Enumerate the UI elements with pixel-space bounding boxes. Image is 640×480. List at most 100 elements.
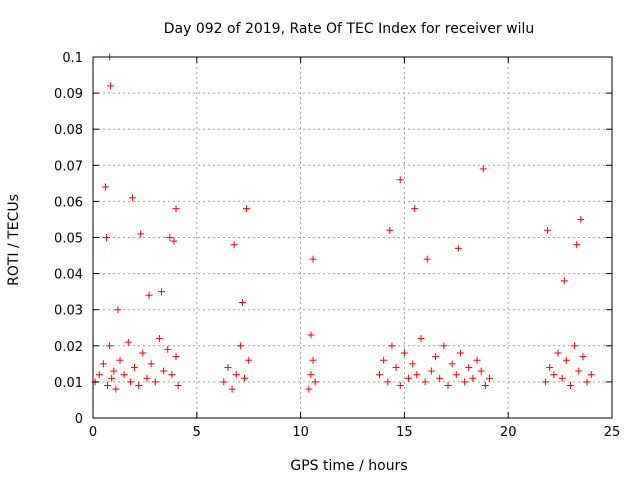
data-point bbox=[114, 306, 122, 314]
data-point bbox=[558, 374, 566, 382]
data-point bbox=[139, 349, 147, 357]
data-point bbox=[486, 374, 494, 382]
data-point bbox=[131, 363, 139, 371]
x-tick-label: 0 bbox=[89, 425, 97, 440]
data-point bbox=[108, 374, 116, 382]
data-point bbox=[124, 338, 132, 346]
data-point bbox=[432, 353, 440, 361]
data-point bbox=[170, 237, 178, 245]
data-point bbox=[566, 382, 574, 390]
data-point bbox=[477, 367, 485, 375]
data-point bbox=[305, 385, 313, 393]
data-point bbox=[172, 353, 180, 361]
grid-lines bbox=[93, 57, 612, 418]
data-point bbox=[164, 345, 172, 353]
data-point bbox=[245, 356, 253, 364]
data-point bbox=[160, 367, 168, 375]
data-point bbox=[143, 374, 151, 382]
data-point bbox=[587, 371, 595, 379]
data-point bbox=[243, 205, 251, 213]
data-point bbox=[116, 356, 124, 364]
data-point bbox=[469, 374, 477, 382]
data-point bbox=[448, 360, 456, 368]
y-tick-label: 0.02 bbox=[54, 340, 83, 355]
y-axis-title: ROTI / TECUs bbox=[6, 194, 22, 286]
data-point bbox=[307, 371, 315, 379]
data-point bbox=[454, 244, 462, 252]
data-point bbox=[473, 356, 481, 364]
data-point bbox=[481, 382, 489, 390]
data-point bbox=[417, 335, 425, 343]
data-point bbox=[236, 342, 244, 350]
data-point bbox=[583, 378, 591, 386]
data-point bbox=[120, 371, 128, 379]
data-point bbox=[421, 378, 429, 386]
y-tick-label: 0.09 bbox=[54, 87, 83, 102]
data-point bbox=[311, 378, 319, 386]
data-point bbox=[550, 371, 558, 379]
data-point bbox=[102, 234, 110, 241]
data-point bbox=[104, 382, 112, 390]
x-tick-label: 25 bbox=[604, 425, 621, 440]
data-point bbox=[396, 382, 404, 390]
data-point bbox=[95, 371, 103, 379]
data-point bbox=[479, 165, 487, 173]
data-point bbox=[440, 342, 448, 350]
data-point bbox=[168, 371, 176, 379]
data-point bbox=[427, 367, 435, 375]
data-point bbox=[396, 176, 404, 184]
data-point bbox=[224, 363, 232, 371]
data-point bbox=[107, 82, 115, 90]
data-point bbox=[560, 277, 568, 285]
data-point bbox=[238, 298, 246, 306]
data-point bbox=[452, 371, 460, 379]
data-point bbox=[573, 241, 581, 249]
data-point bbox=[228, 385, 236, 393]
data-point bbox=[456, 349, 464, 357]
data-point bbox=[380, 356, 388, 364]
data-point bbox=[554, 349, 562, 357]
data-point bbox=[155, 335, 163, 343]
data-point bbox=[174, 382, 182, 390]
x-tick-label: 20 bbox=[500, 425, 517, 440]
data-point bbox=[232, 371, 240, 379]
y-tick-label: 0.1 bbox=[62, 51, 83, 66]
data-point bbox=[230, 241, 238, 249]
data-point bbox=[542, 378, 550, 386]
data-point bbox=[172, 205, 180, 213]
y-tick-label: 0.06 bbox=[54, 195, 83, 210]
data-point bbox=[577, 215, 585, 223]
data-point bbox=[112, 385, 120, 393]
y-tick-label: 0.07 bbox=[54, 159, 83, 174]
data-point bbox=[386, 226, 394, 234]
data-point bbox=[409, 360, 417, 368]
data-point bbox=[220, 378, 228, 386]
data-point bbox=[158, 288, 166, 296]
data-point bbox=[575, 367, 583, 375]
y-tick-label: 0.03 bbox=[54, 304, 83, 319]
data-point bbox=[405, 374, 413, 382]
data-point bbox=[99, 360, 107, 368]
data-point bbox=[126, 378, 134, 386]
data-point bbox=[151, 378, 159, 386]
data-point bbox=[444, 382, 452, 390]
y-tick-label: 0.01 bbox=[54, 376, 83, 391]
data-points bbox=[91, 53, 595, 393]
data-point bbox=[400, 349, 408, 357]
data-point bbox=[101, 183, 109, 191]
data-point bbox=[135, 382, 143, 390]
data-point bbox=[128, 194, 136, 202]
x-tick-label: 10 bbox=[292, 425, 309, 440]
data-point bbox=[546, 363, 554, 371]
data-point bbox=[423, 255, 431, 263]
data-point bbox=[562, 356, 570, 364]
data-point bbox=[375, 371, 383, 379]
data-point bbox=[436, 374, 444, 382]
y-tick-label: 0.08 bbox=[54, 123, 83, 138]
data-point bbox=[413, 371, 421, 379]
y-tick-label: 0.05 bbox=[54, 232, 83, 247]
axes: 0 5 10 15 20 25 0 0.01 0.02 0.03 0.04 0.05 0.06 0.07 0… bbox=[54, 51, 620, 440]
data-point bbox=[392, 363, 400, 371]
data-point bbox=[309, 255, 317, 263]
data-point bbox=[106, 342, 114, 350]
